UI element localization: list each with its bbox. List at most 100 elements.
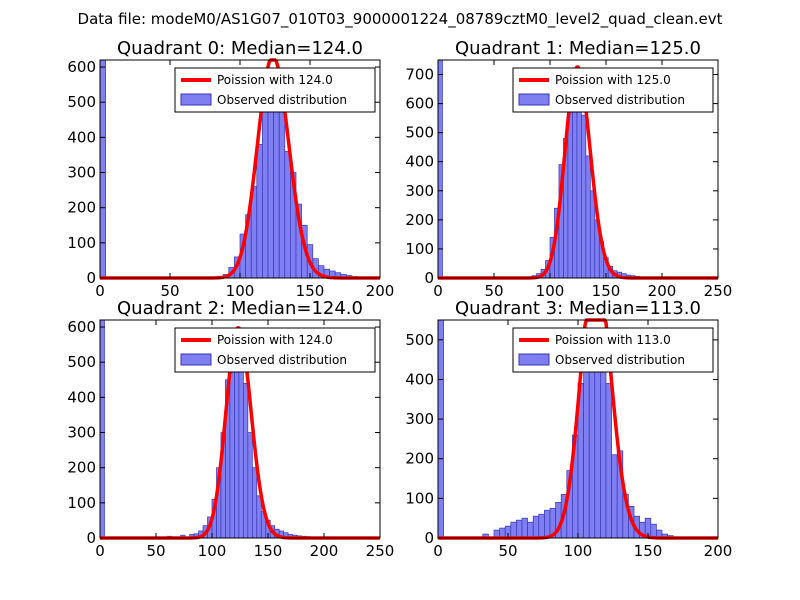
quadrant-2-legend: Poission with 124.0 Observed distributio…: [174, 327, 376, 373]
x-tick-label: 150: [296, 282, 325, 300]
legend-observed-label: Observed distribution: [217, 353, 347, 367]
legend-poisson-label: Poission with 124.0: [217, 333, 333, 347]
x-tick-label: 200: [648, 282, 677, 300]
histogram-bar: [611, 454, 618, 539]
x-tick-label: 150: [634, 542, 663, 560]
x-tick-label: 250: [704, 282, 733, 300]
histogram-bar: [521, 517, 528, 539]
axes-frame: [99, 319, 381, 539]
histogram-bar: [251, 467, 258, 539]
x-tick-label: 0: [433, 542, 443, 560]
histogram-bar: [516, 519, 523, 539]
quadrant-3-panel: Quadrant 3: Median=113.0 0 50 100 150 200 0 10…: [405, 298, 732, 560]
x-tick-label: 0: [433, 282, 443, 300]
histogram-bar: [256, 144, 263, 279]
histogram-bar: [256, 495, 262, 539]
legend-bar-swatch: [180, 93, 212, 106]
legend-bar-swatch: [180, 353, 212, 366]
histogram-bar: [544, 509, 551, 539]
histogram-bar: [538, 513, 545, 539]
histogram-bar: [247, 432, 253, 539]
y-tick-label: 500: [67, 353, 96, 371]
x-tick-label: 50: [160, 282, 179, 300]
axes-frame: [437, 59, 719, 279]
y-tick-label: 200: [67, 199, 96, 217]
x-tick-label: 200: [310, 542, 339, 560]
y-tick-label: 100: [405, 489, 434, 507]
histogram-bar: [278, 98, 286, 279]
histogram-bar: [589, 190, 596, 279]
quadrant-3-title: Quadrant 3: Median=113.0: [455, 298, 701, 319]
x-tick-label: 50: [498, 542, 517, 560]
histogram-bar: [583, 363, 590, 539]
y-tick-label: 100: [67, 234, 96, 252]
histogram-bar: [99, 319, 105, 539]
y-tick-label: 600: [405, 95, 434, 113]
quadrant-1-legend: Poission with 125.0 Observed distributio…: [512, 67, 714, 113]
quadrant-0-title: Quadrant 0: Median=124.0: [117, 38, 363, 59]
y-tick-label: 600: [67, 58, 96, 76]
y-tick-label: 600: [67, 318, 96, 336]
legend-poisson-label: Poission with 113.0: [555, 333, 671, 347]
legend-observed-label: Observed distribution: [555, 353, 685, 367]
x-tick-label: 0: [95, 282, 105, 300]
figure-suptitle: Data file: modeM0/AS1G07_010T03_90000012…: [78, 10, 723, 29]
x-tick-label: 250: [366, 542, 395, 560]
histogram-bar: [284, 151, 291, 279]
y-tick-label: 500: [405, 124, 434, 142]
x-tick-label: 0: [95, 542, 105, 560]
x-tick-label: 150: [254, 542, 283, 560]
y-tick-label: 100: [405, 240, 434, 258]
y-tick-label: 300: [67, 164, 96, 182]
y-tick-label: 500: [405, 331, 434, 349]
histogram-bar: [585, 155, 591, 279]
histogram-bar: [581, 114, 587, 279]
y-tick-label: 400: [67, 388, 96, 406]
histogram-bar: [262, 101, 269, 279]
x-tick-label: 100: [198, 542, 227, 560]
quadrant-1-panel: Quadrant 1: Median=125.0 0 50 100 150 200 250…: [405, 38, 732, 300]
legend-observed-label: Observed distribution: [217, 93, 347, 107]
quadrant-2-panel: Quadrant 2: Median=124.0 0 50 100 150 200 250…: [67, 298, 394, 560]
y-tick-label: 300: [405, 410, 434, 428]
histogram-bar: [243, 382, 249, 539]
histogram-bar: [600, 351, 607, 539]
legend-bar-swatch: [518, 353, 550, 366]
y-tick-label: 400: [405, 153, 434, 171]
y-tick-label: 300: [67, 424, 96, 442]
histogram-bar: [527, 521, 534, 539]
histogram-bar: [605, 383, 612, 539]
y-tick-label: 700: [405, 66, 434, 84]
y-tick-label: 200: [405, 211, 434, 229]
legend-poisson-label: Poission with 125.0: [555, 73, 671, 87]
histogram-bar: [99, 59, 106, 279]
y-tick-label: 200: [405, 450, 434, 468]
quadrant-2-title: Quadrant 2: Median=124.0: [117, 298, 363, 319]
y-tick-label: 300: [405, 182, 434, 200]
x-tick-label: 100: [536, 282, 565, 300]
y-tick-label: 0: [424, 529, 434, 547]
y-tick-label: 0: [86, 269, 96, 287]
y-tick-label: 500: [67, 93, 96, 111]
quadrant-3-legend: Poission with 113.0 Observed distributio…: [512, 327, 714, 373]
quadrant-0-panel: Quadrant 0: Median=124.0 0 50 100 150 200 0 10…: [67, 38, 394, 300]
histogram-bar: [510, 521, 517, 539]
x-tick-label: 100: [226, 282, 255, 300]
legend-observed-label: Observed distribution: [555, 93, 685, 107]
legend-bar-swatch: [518, 93, 550, 106]
x-tick-label: 50: [484, 282, 503, 300]
quadrant-1-title: Quadrant 1: Median=125.0: [455, 38, 701, 59]
x-tick-label: 150: [592, 282, 621, 300]
histogram-bar: [437, 59, 443, 279]
y-tick-label: 100: [67, 494, 96, 512]
y-tick-label: 200: [67, 459, 96, 477]
x-tick-label: 200: [704, 542, 733, 560]
quadrant-0-legend: Poission with 124.0 Observed distributio…: [174, 67, 376, 113]
x-tick-label: 100: [564, 542, 593, 560]
y-tick-label: 0: [424, 269, 434, 287]
x-tick-label: 50: [146, 542, 165, 560]
histogram-bar: [532, 515, 540, 539]
y-tick-label: 400: [67, 128, 96, 146]
y-tick-label: 400: [405, 370, 434, 388]
